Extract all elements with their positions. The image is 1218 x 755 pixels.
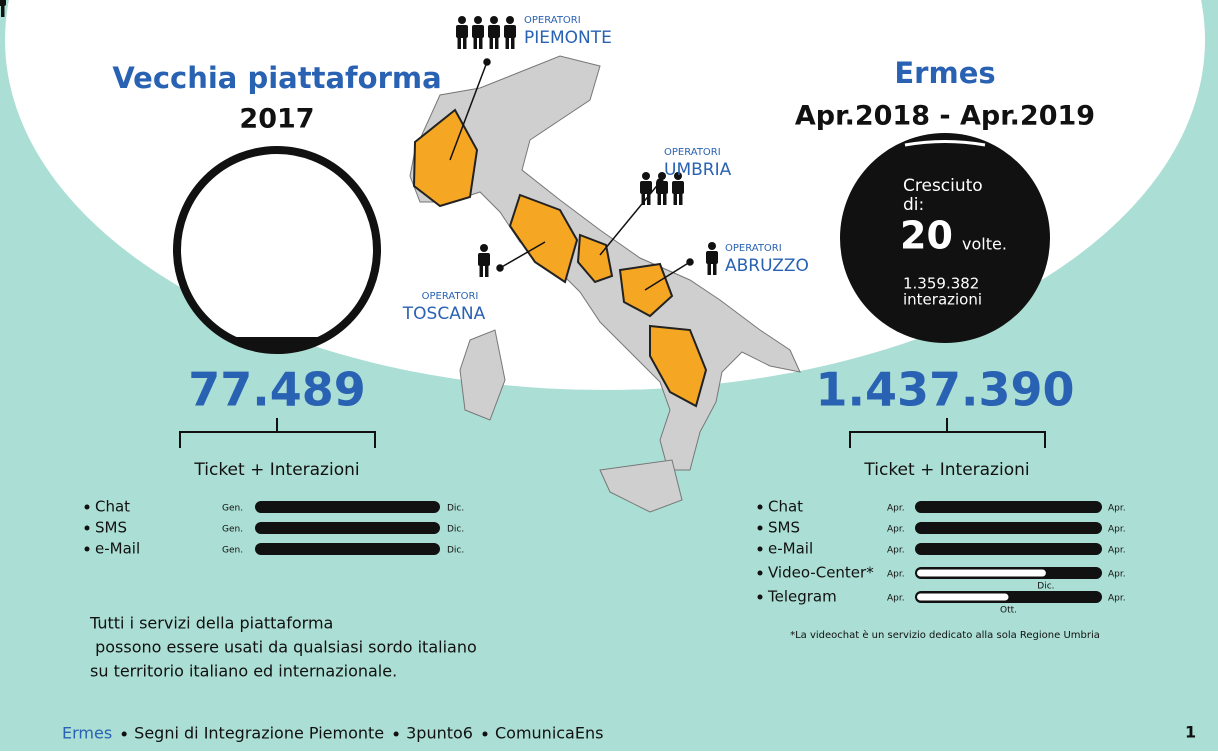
circle-highlight [904, 140, 986, 147]
bar-start: Apr. [887, 570, 905, 580]
region-label: OPERATORI [664, 147, 721, 158]
bullet [84, 546, 90, 552]
bar [915, 543, 1102, 555]
right-caption: Ticket + Interazioni [863, 460, 1029, 480]
circle-text: di: [903, 195, 924, 215]
bar-empty [917, 569, 1046, 577]
bar [255, 522, 440, 534]
circle-text: interazioni [903, 291, 982, 309]
description: possono essere usati da qualsiasi sordo … [90, 638, 477, 657]
left-year: 2017 [239, 104, 314, 135]
circle-text: 1.359.382 [903, 275, 979, 293]
bar-start: Apr. [887, 504, 905, 514]
footer: Ermes Segni di Integrazione Piemonte 3punt… [62, 724, 603, 743]
region-campania [649, 324, 708, 408]
bar-end: Dic. [447, 546, 464, 556]
separator [482, 731, 488, 737]
region-name: PIEMONTE [524, 28, 612, 48]
region-name: TOSCANA [402, 304, 486, 324]
left-bracket [179, 418, 376, 448]
bullet [757, 594, 763, 600]
bullet [757, 546, 763, 552]
left-circle [177, 150, 377, 350]
bar-start: Gen. [222, 546, 243, 556]
left-circle-border [173, 146, 381, 354]
bar-note: Dic. [1037, 582, 1054, 592]
channel-name: e-Mail [95, 540, 140, 558]
region-name: ABRUZZO [725, 256, 809, 276]
region-name: UMBRIA [664, 160, 732, 180]
bullet [757, 504, 763, 510]
footer-item: ComunicaEns [495, 724, 603, 743]
channel-name: Video-Center* [768, 564, 874, 582]
bar [255, 543, 440, 555]
bullet [84, 504, 90, 510]
bar [915, 501, 1102, 513]
circle-text: Cresciuto [903, 176, 983, 196]
bar-end: Dic. [447, 525, 464, 535]
bar-end: Apr. [1108, 504, 1126, 514]
bar-start: Gen. [222, 525, 243, 535]
description: su territorio italiano ed internazionale… [90, 662, 397, 681]
description: Tutti i servizi della piattaforma [89, 614, 333, 633]
region-label: OPERATORI [725, 243, 782, 254]
bar-start: Apr. [887, 594, 905, 604]
page-number: 1 [1185, 723, 1196, 742]
right-title: Ermes [894, 56, 995, 90]
footer-item: 3punto6 [406, 724, 473, 743]
sicily [599, 459, 683, 513]
region-label: OPERATORI [422, 291, 479, 302]
person-icons [0, 0, 718, 277]
region-umbria [576, 233, 614, 284]
bar-end: Apr. [1108, 546, 1126, 556]
footer-item: Segni di Integrazione Piemonte [134, 724, 384, 743]
bar [255, 501, 440, 513]
bar [915, 522, 1102, 534]
circle-unit: volte. [962, 235, 1007, 254]
bar-start: Gen. [222, 504, 243, 514]
bar-end: Apr. [1108, 570, 1126, 580]
right-circle [840, 133, 1050, 343]
channel-name: Telegram [767, 588, 837, 606]
bullet [757, 525, 763, 531]
bar-empty [917, 593, 1009, 601]
channel-name: SMS [768, 519, 800, 537]
bullet [84, 525, 90, 531]
right-total: 1.437.390 [816, 363, 1075, 417]
separator [393, 731, 399, 737]
channel-name: Chat [95, 498, 130, 516]
right-period: Apr.2018 - Apr.2019 [795, 101, 1095, 132]
left-total: 77.489 [188, 363, 366, 417]
bar-end: Apr. [1108, 594, 1126, 604]
bar-start: Apr. [887, 546, 905, 556]
footer-item: Ermes [62, 724, 112, 743]
separator [121, 731, 127, 737]
right-bracket [849, 418, 1046, 448]
left-title: Vecchia piattaforma [112, 61, 441, 95]
footnote: *La videochat è un servizio dedicato all… [790, 629, 1100, 641]
bar-start: Apr. [887, 525, 905, 535]
circle-big: 20 [900, 214, 953, 258]
region-label: OPERATORI [524, 15, 581, 26]
bar-end: Dic. [447, 504, 464, 514]
channel-name: e-Mail [768, 540, 813, 558]
bar-end: Apr. [1108, 525, 1126, 535]
left-caption: Ticket + Interazioni [193, 460, 359, 480]
region-piemonte [412, 108, 479, 208]
region-toscana [508, 193, 579, 284]
bullet [757, 570, 763, 576]
bar-note: Ott. [1000, 606, 1017, 616]
channel-name: SMS [95, 519, 127, 537]
channel-name: Chat [768, 498, 803, 516]
sardinia [459, 329, 506, 421]
